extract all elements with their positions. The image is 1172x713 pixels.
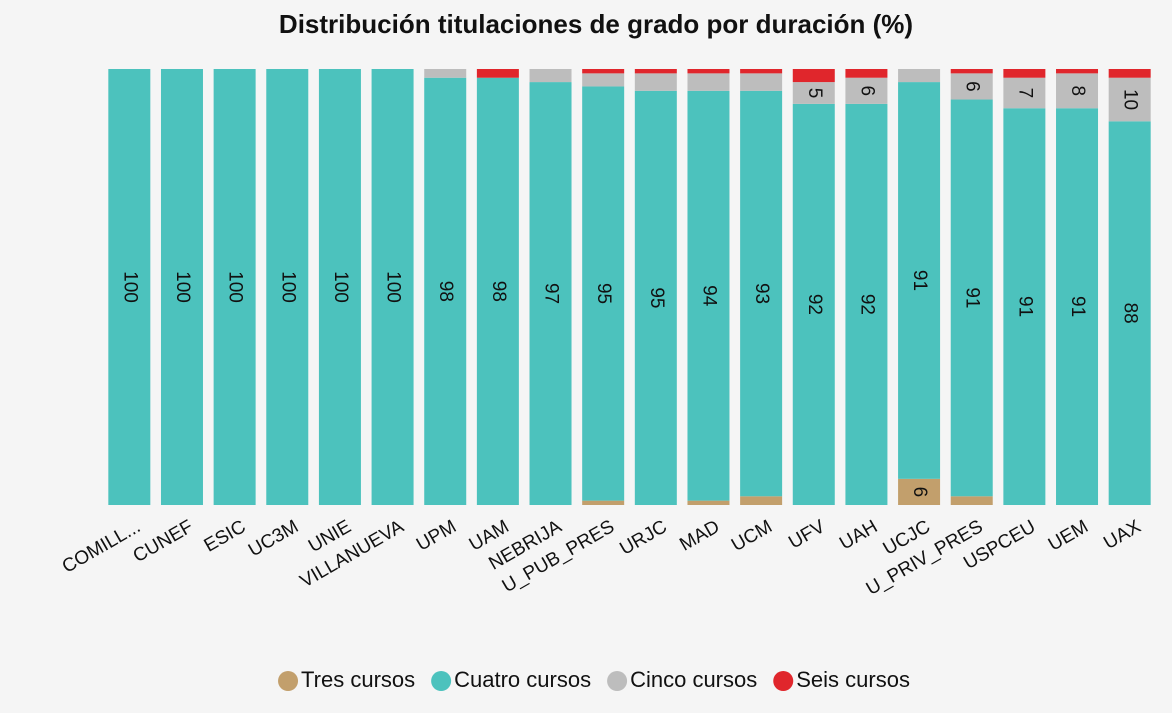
data-label: 98 xyxy=(435,281,456,302)
bar-segment xyxy=(740,90,783,497)
bar-segment xyxy=(582,73,625,87)
bar-segment xyxy=(160,69,203,505)
bar-segment xyxy=(1056,73,1099,109)
x-tick-label: UAH xyxy=(836,516,881,554)
bar-segment xyxy=(371,69,414,505)
bar-segment xyxy=(424,77,467,505)
bar-segment xyxy=(950,496,993,505)
bar-segment xyxy=(424,69,467,78)
bar-segment xyxy=(1056,108,1099,506)
legend-marker xyxy=(278,671,299,691)
bar-segment xyxy=(1003,69,1046,78)
x-tick-label: UC3M xyxy=(245,516,302,561)
data-label: 8 xyxy=(1067,86,1088,97)
bar-segment xyxy=(634,90,677,506)
legend-marker xyxy=(773,671,794,691)
data-label: 100 xyxy=(172,271,193,303)
x-tick-label: UPM xyxy=(413,516,460,555)
x-tick-label: UCM xyxy=(728,516,776,556)
data-label: 98 xyxy=(488,281,509,302)
data-label: 91 xyxy=(1067,296,1088,317)
data-label: 95 xyxy=(646,287,667,308)
x-tick-label: UEM xyxy=(1045,516,1092,555)
x-tick-label: CUNEF xyxy=(130,516,197,567)
chart-title: Distribución titulaciones de grado por d… xyxy=(279,9,913,39)
bar-segment xyxy=(1108,69,1151,78)
bar-segment xyxy=(792,69,835,83)
bar-segment xyxy=(1003,108,1046,506)
data-label: 100 xyxy=(119,271,140,303)
legend: Tres cursos Cuatro cursos Cinco cursos Seis… xyxy=(278,667,910,692)
bar-segment xyxy=(213,69,256,505)
x-tick-label: MAD xyxy=(676,516,723,555)
bar-segment xyxy=(634,73,677,91)
bar-segment xyxy=(529,82,572,505)
bar-segment xyxy=(845,69,888,78)
data-label: 7 xyxy=(1014,88,1035,99)
bar-segment xyxy=(792,103,835,505)
bar-segment xyxy=(898,82,941,479)
data-label: 6 xyxy=(856,86,877,97)
bar-segment xyxy=(634,69,677,74)
data-label: 5 xyxy=(804,88,825,99)
bar-segment xyxy=(582,69,625,74)
bar-segment xyxy=(687,500,730,505)
x-tick-label: URJC xyxy=(616,516,670,560)
bar-segment xyxy=(740,73,783,91)
bar-segment xyxy=(1056,69,1099,74)
data-label: 95 xyxy=(593,283,614,304)
data-label: 88 xyxy=(1120,303,1141,324)
bar-segment xyxy=(476,77,519,505)
bar-segment xyxy=(845,103,888,505)
data-label: 92 xyxy=(804,294,825,315)
data-label: 6 xyxy=(909,487,930,498)
legend-label: Cuatro cursos xyxy=(454,667,591,692)
legend-marker xyxy=(431,671,452,691)
bar-segment xyxy=(898,478,941,505)
data-label: 91 xyxy=(909,270,930,291)
bar-segment xyxy=(1003,77,1046,109)
legend-label: Seis cursos xyxy=(796,667,910,692)
legend-marker xyxy=(607,671,628,691)
bar-segment xyxy=(687,90,730,501)
bar-segment xyxy=(792,82,835,104)
data-label: 100 xyxy=(330,271,351,303)
x-tick-label: UFV xyxy=(785,516,829,553)
data-label: 91 xyxy=(1014,296,1035,317)
bar-segment xyxy=(950,73,993,100)
bar-segment xyxy=(845,77,888,104)
data-label: 93 xyxy=(751,283,772,304)
data-label: 100 xyxy=(277,271,298,303)
bar-segment xyxy=(266,69,309,505)
data-label: 97 xyxy=(541,283,562,304)
x-tick-label: ESIC xyxy=(201,516,250,556)
bar-segment xyxy=(687,73,730,91)
bar-segment xyxy=(740,69,783,74)
data-label: 94 xyxy=(698,285,719,307)
bar-segment xyxy=(318,69,361,505)
data-label: 91 xyxy=(962,287,983,308)
data-label: 100 xyxy=(383,271,404,303)
bar-segment xyxy=(740,496,783,505)
bar-segment xyxy=(108,69,151,505)
bar-segment xyxy=(1108,77,1151,122)
data-label: 6 xyxy=(962,81,983,92)
bar-segment xyxy=(950,69,993,74)
bar-segment xyxy=(529,69,572,83)
bar-segment xyxy=(1108,121,1151,505)
bar-segment xyxy=(582,500,625,505)
bar-segment xyxy=(476,69,519,78)
data-label: 92 xyxy=(856,294,877,315)
bar-segment xyxy=(582,86,625,501)
legend-label: Tres cursos xyxy=(301,667,415,692)
bar-segment xyxy=(687,69,730,74)
data-label: 100 xyxy=(225,271,246,303)
bar-segment xyxy=(950,99,993,497)
data-label: 10 xyxy=(1120,89,1141,110)
x-tick-label: UAX xyxy=(1100,516,1145,554)
legend-label: Cinco cursos xyxy=(630,667,757,692)
bar-segment xyxy=(898,69,941,83)
